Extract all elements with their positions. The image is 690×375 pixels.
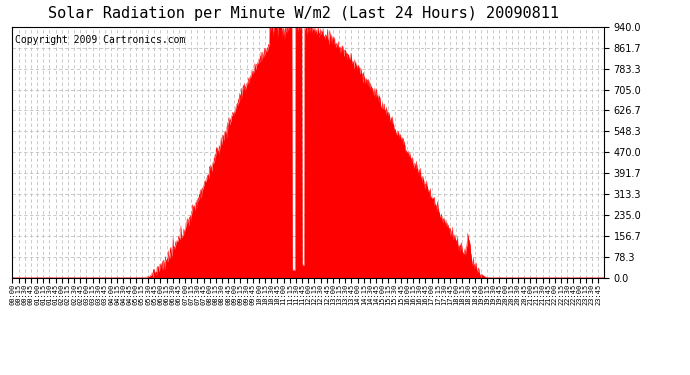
Text: Copyright 2009 Cartronics.com: Copyright 2009 Cartronics.com [15, 34, 186, 45]
Text: Solar Radiation per Minute W/m2 (Last 24 Hours) 20090811: Solar Radiation per Minute W/m2 (Last 24… [48, 6, 559, 21]
